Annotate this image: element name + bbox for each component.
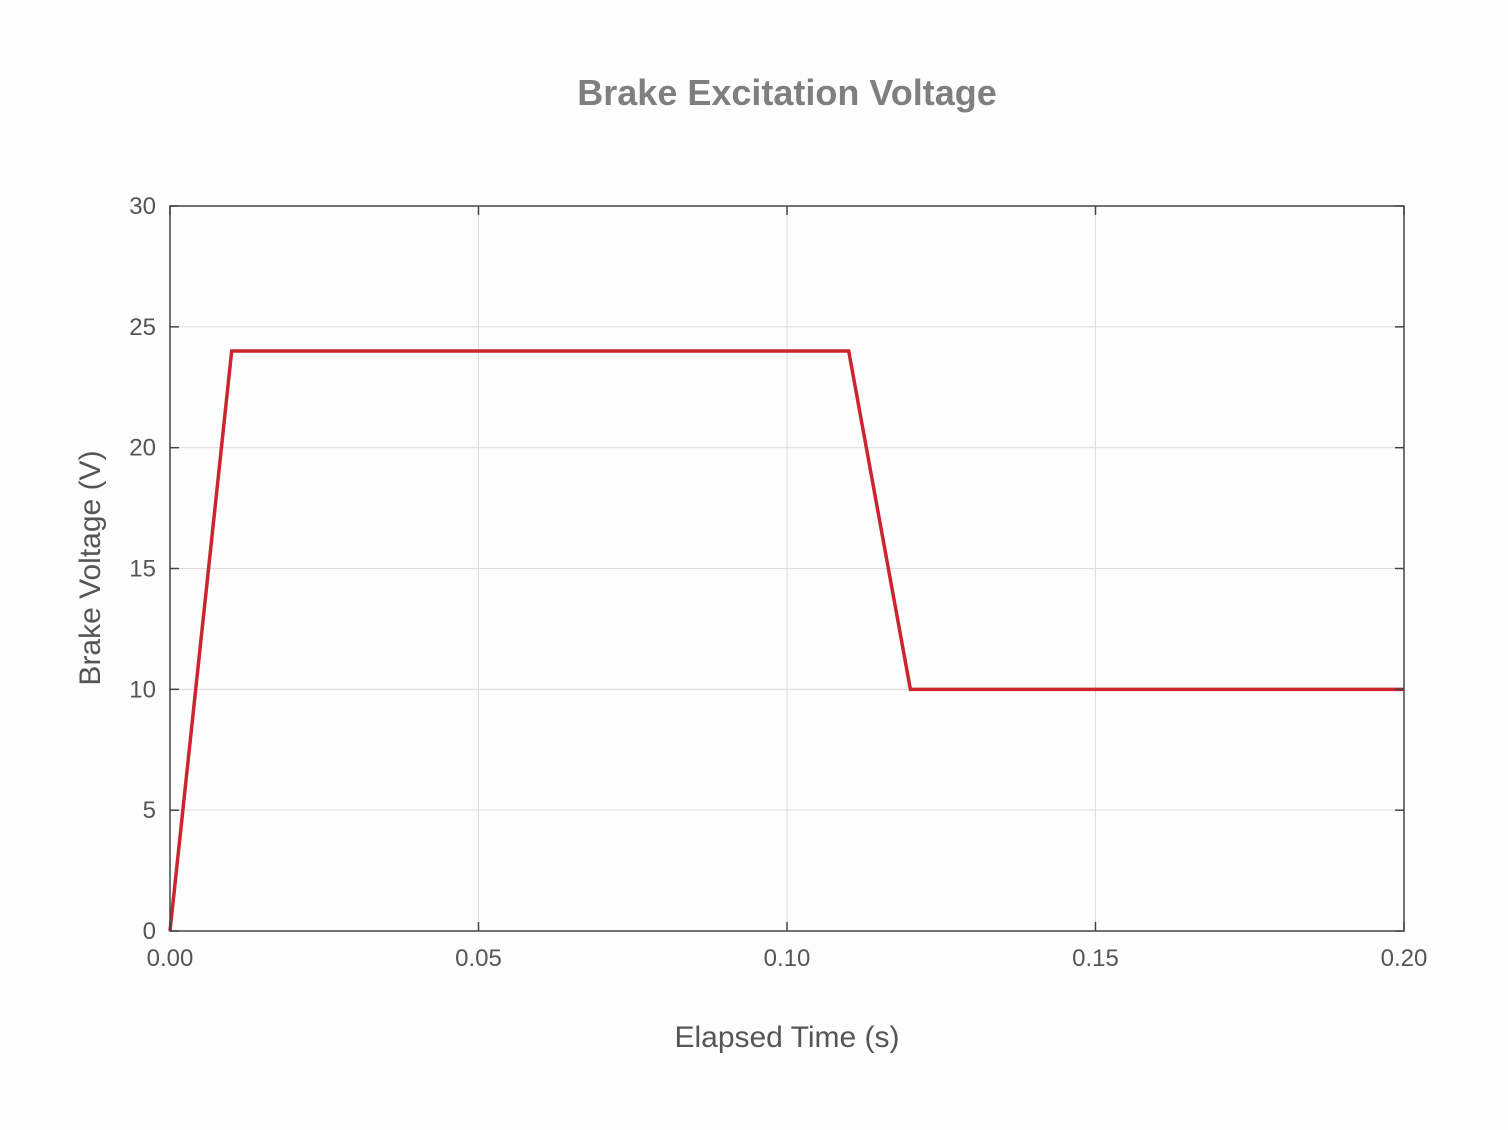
y-tick-label: 5: [143, 797, 156, 824]
x-tick-labels: 0.00 0.05 0.10 0.15 0.20: [147, 945, 1428, 972]
series-line-1: [168, 349, 1404, 932]
series-layer: [168, 349, 1404, 932]
x-axis-label: Elapsed Time (s): [674, 1021, 899, 1054]
grid: [170, 206, 1404, 931]
y-tick-label: 25: [129, 314, 156, 341]
y-tick-label: 15: [129, 556, 156, 583]
y-axis-label: Brake Voltage (V): [74, 450, 107, 685]
y-tick-label: 30: [129, 193, 156, 220]
ticks: [169, 205, 1405, 932]
y-tick-label: 0: [143, 918, 156, 945]
y-tick-labels: 0 5 10 15 20 25 30: [129, 193, 156, 945]
x-tick-label: 0.05: [455, 945, 502, 972]
x-tick-label: 0.00: [147, 945, 194, 972]
x-tick-label: 0.15: [1072, 945, 1119, 972]
x-tick-label: 0.10: [764, 945, 811, 972]
chart-title: Brake Excitation Voltage: [577, 72, 996, 113]
y-tick-label: 10: [129, 676, 156, 703]
y-tick-label: 20: [129, 435, 156, 462]
x-tick-label: 0.20: [1381, 945, 1428, 972]
